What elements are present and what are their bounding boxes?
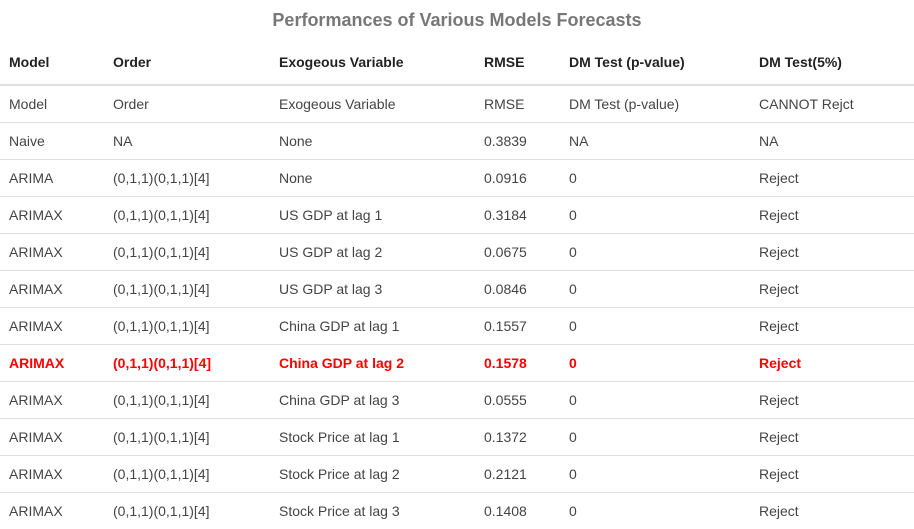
cell-order: (0,1,1)(0,1,1)[4] bbox=[104, 234, 270, 271]
cell-dm-test-pvalue: 0 bbox=[560, 160, 750, 197]
cell-rmse: 0.0846 bbox=[475, 271, 560, 308]
cell-exogenous-variable: China GDP at lag 3 bbox=[270, 382, 475, 419]
cell-model: ARIMAX bbox=[0, 456, 104, 493]
cell-rmse: 0.1578 bbox=[475, 345, 560, 382]
cell-model: ARIMAX bbox=[0, 419, 104, 456]
cell-dm-test-pvalue: 0 bbox=[560, 345, 750, 382]
cell-dm-test-5pct: Reject bbox=[750, 234, 914, 271]
cell-dm-test-5pct: Reject bbox=[750, 160, 914, 197]
column-header-dm-test-5pct: DM Test(5%) bbox=[750, 40, 914, 85]
cell-rmse: 0.0675 bbox=[475, 234, 560, 271]
cell-order: (0,1,1)(0,1,1)[4] bbox=[104, 197, 270, 234]
cell-dm-test-5pct: Reject bbox=[750, 382, 914, 419]
column-header-order: Order bbox=[104, 40, 270, 85]
cell-exogenous-variable: US GDP at lag 1 bbox=[270, 197, 475, 234]
column-header-rmse: RMSE bbox=[475, 40, 560, 85]
cell-dm-test-5pct: Reject bbox=[750, 197, 914, 234]
cell-dm-test-pvalue: NA bbox=[560, 123, 750, 160]
cell-dm-test-5pct: Reject bbox=[750, 419, 914, 456]
table-row: ARIMAX(0,1,1)(0,1,1)[4]China GDP at lag … bbox=[0, 308, 914, 345]
cell-order: (0,1,1)(0,1,1)[4] bbox=[104, 308, 270, 345]
cell-dm-test-pvalue: 0 bbox=[560, 419, 750, 456]
cell-order: NA bbox=[104, 123, 270, 160]
cell-dm-test-pvalue: 0 bbox=[560, 234, 750, 271]
cell-rmse: 0.2121 bbox=[475, 456, 560, 493]
cell-exogenous-variable: China GDP at lag 1 bbox=[270, 308, 475, 345]
cell-model: ARIMA bbox=[0, 160, 104, 197]
table-title: Performances of Various Models Forecasts bbox=[0, 0, 914, 40]
cell-dm-test-pvalue: DM Test (p-value) bbox=[560, 85, 750, 123]
cell-rmse: RMSE bbox=[475, 85, 560, 123]
table-row: ARIMAX(0,1,1)(0,1,1)[4]China GDP at lag … bbox=[0, 382, 914, 419]
cell-exogenous-variable: China GDP at lag 2 bbox=[270, 345, 475, 382]
column-header-model: Model bbox=[0, 40, 104, 85]
cell-dm-test-pvalue: 0 bbox=[560, 271, 750, 308]
cell-model: ARIMAX bbox=[0, 234, 104, 271]
cell-dm-test-5pct: NA bbox=[750, 123, 914, 160]
cell-rmse: 0.1372 bbox=[475, 419, 560, 456]
column-header-dm-test-pvalue: DM Test (p-value) bbox=[560, 40, 750, 85]
cell-exogenous-variable: Stock Price at lag 3 bbox=[270, 493, 475, 529]
cell-dm-test-pvalue: 0 bbox=[560, 197, 750, 234]
cell-rmse: 0.3839 bbox=[475, 123, 560, 160]
cell-order: Order bbox=[104, 85, 270, 123]
cell-dm-test-5pct: Reject bbox=[750, 271, 914, 308]
cell-rmse: 0.0916 bbox=[475, 160, 560, 197]
cell-exogenous-variable: None bbox=[270, 123, 475, 160]
cell-rmse: 0.0555 bbox=[475, 382, 560, 419]
cell-order: (0,1,1)(0,1,1)[4] bbox=[104, 456, 270, 493]
cell-dm-test-pvalue: 0 bbox=[560, 308, 750, 345]
cell-dm-test-5pct: Reject bbox=[750, 456, 914, 493]
forecast-performance-table: Model Order Exogeous Variable RMSE DM Te… bbox=[0, 40, 914, 529]
cell-exogenous-variable: None bbox=[270, 160, 475, 197]
cell-model: ARIMAX bbox=[0, 382, 104, 419]
cell-rmse: 0.1408 bbox=[475, 493, 560, 529]
table-header: Model Order Exogeous Variable RMSE DM Te… bbox=[0, 40, 914, 85]
cell-model: ARIMAX bbox=[0, 493, 104, 529]
cell-model: Model bbox=[0, 85, 104, 123]
cell-model: ARIMAX bbox=[0, 271, 104, 308]
cell-exogenous-variable: Exogeous Variable bbox=[270, 85, 475, 123]
table-row: ARIMAX(0,1,1)(0,1,1)[4]China GDP at lag … bbox=[0, 345, 914, 382]
column-header-exogenous-variable: Exogeous Variable bbox=[270, 40, 475, 85]
header-row: Model Order Exogeous Variable RMSE DM Te… bbox=[0, 40, 914, 85]
cell-rmse: 0.3184 bbox=[475, 197, 560, 234]
cell-order: (0,1,1)(0,1,1)[4] bbox=[104, 160, 270, 197]
table-row: ARIMAX(0,1,1)(0,1,1)[4]Stock Price at la… bbox=[0, 419, 914, 456]
cell-dm-test-5pct: Reject bbox=[750, 493, 914, 529]
cell-model: ARIMAX bbox=[0, 345, 104, 382]
cell-dm-test-5pct: CANNOT Rejct bbox=[750, 85, 914, 123]
cell-model: Naive bbox=[0, 123, 104, 160]
table-row: ARIMAX(0,1,1)(0,1,1)[4]Stock Price at la… bbox=[0, 456, 914, 493]
cell-rmse: 0.1557 bbox=[475, 308, 560, 345]
cell-order: (0,1,1)(0,1,1)[4] bbox=[104, 419, 270, 456]
cell-model: ARIMAX bbox=[0, 197, 104, 234]
cell-dm-test-pvalue: 0 bbox=[560, 382, 750, 419]
cell-order: (0,1,1)(0,1,1)[4] bbox=[104, 345, 270, 382]
cell-order: (0,1,1)(0,1,1)[4] bbox=[104, 271, 270, 308]
cell-model: ARIMAX bbox=[0, 308, 104, 345]
cell-dm-test-5pct: Reject bbox=[750, 308, 914, 345]
table-row: ARIMAX(0,1,1)(0,1,1)[4]Stock Price at la… bbox=[0, 493, 914, 529]
cell-order: (0,1,1)(0,1,1)[4] bbox=[104, 493, 270, 529]
cell-exogenous-variable: US GDP at lag 2 bbox=[270, 234, 475, 271]
cell-exogenous-variable: US GDP at lag 3 bbox=[270, 271, 475, 308]
cell-order: (0,1,1)(0,1,1)[4] bbox=[104, 382, 270, 419]
cell-dm-test-5pct: Reject bbox=[750, 345, 914, 382]
cell-exogenous-variable: Stock Price at lag 1 bbox=[270, 419, 475, 456]
cell-dm-test-pvalue: 0 bbox=[560, 456, 750, 493]
cell-exogenous-variable: Stock Price at lag 2 bbox=[270, 456, 475, 493]
cell-dm-test-pvalue: 0 bbox=[560, 493, 750, 529]
